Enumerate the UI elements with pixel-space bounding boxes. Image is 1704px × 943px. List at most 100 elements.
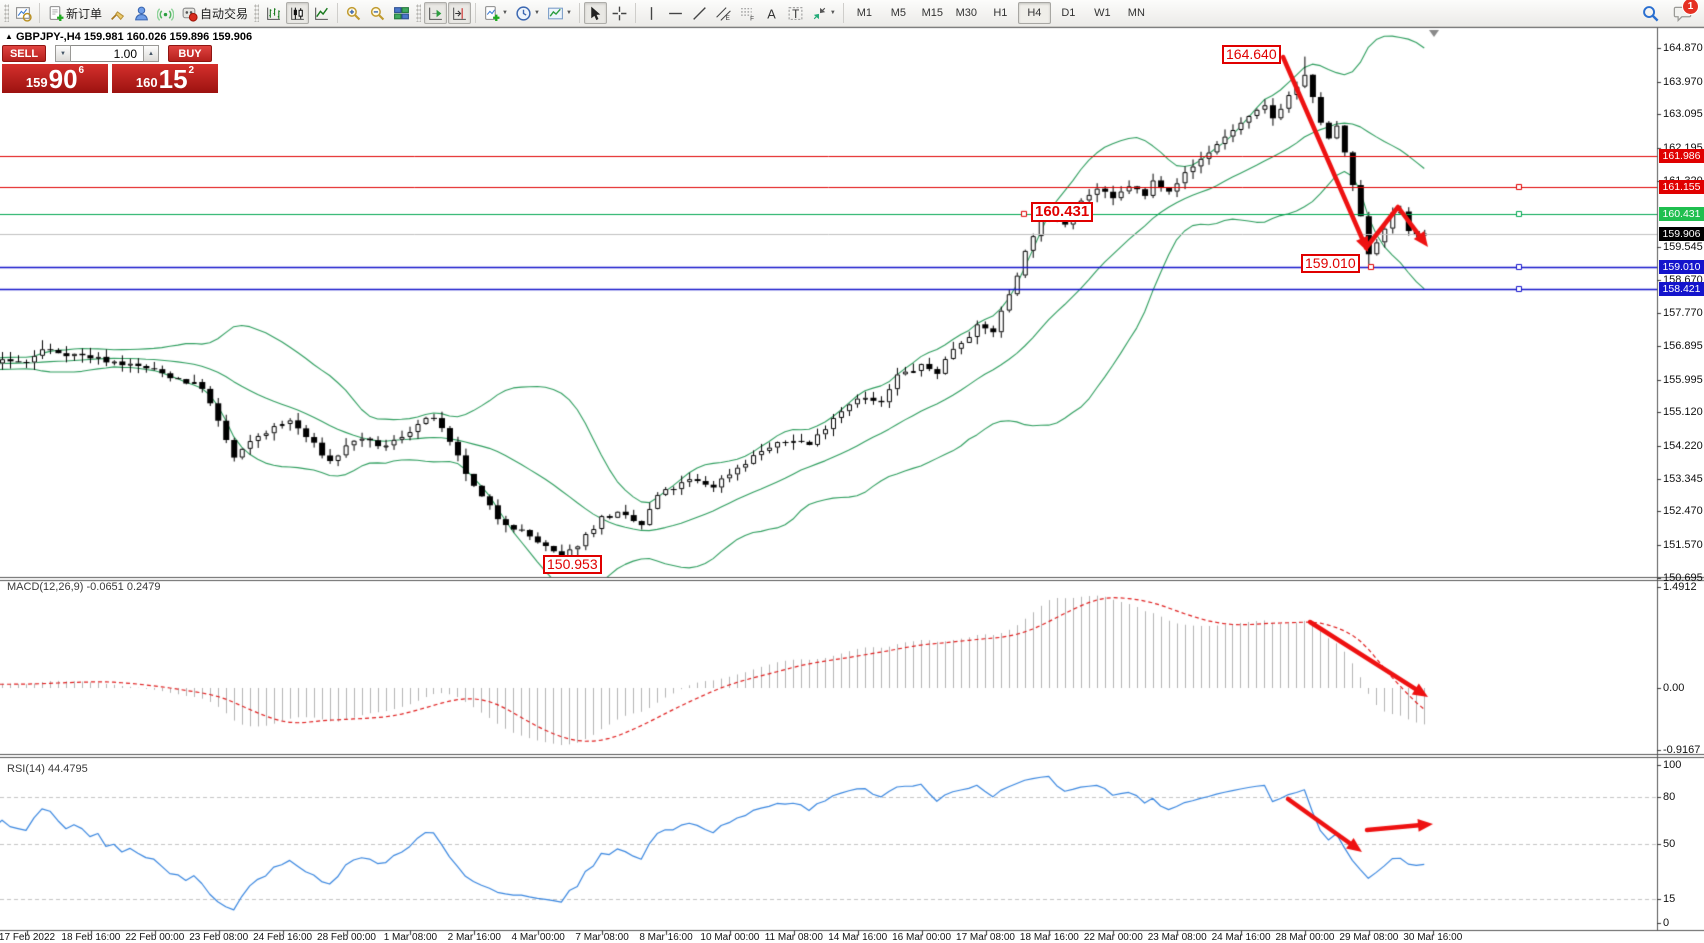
time-label: 16 Mar 00:00 [892, 932, 952, 943]
buy-button[interactable]: BUY [168, 45, 212, 62]
line-chart-icon [313, 5, 330, 22]
toolbar-separator [337, 3, 339, 23]
indicators-button[interactable]: ▼ [480, 2, 511, 24]
timeframe-w1-button[interactable]: W1 [1094, 7, 1111, 19]
price-badge: 161.986 [1659, 148, 1704, 163]
toolbar-grip[interactable] [254, 4, 260, 22]
collapse-triangle-icon[interactable]: ▲ [5, 32, 13, 41]
time-label: 14 Mar 16:00 [828, 932, 888, 943]
periods-button[interactable]: ▼ [512, 2, 543, 24]
sell-price-display[interactable]: 159 90 6 [2, 64, 108, 93]
timeframe-h4-button[interactable]: H4 [1017, 2, 1051, 24]
price-tick: 155.120 [1663, 406, 1703, 419]
timeframe-h1-button[interactable]: H1 [993, 7, 1008, 19]
svg-text:A: A [767, 6, 776, 21]
notifications-button[interactable]: 1 [1669, 0, 1699, 24]
time-label: 2 Mar 16:00 [447, 932, 501, 943]
buy-price-display[interactable]: 160 15 2 [112, 64, 218, 93]
time-label: 30 Mar 16:00 [1403, 932, 1463, 943]
rsi-tick: 15 [1663, 893, 1676, 906]
macd-indicator-label: MACD(12,26,9) -0.0651 0.2479 [7, 581, 161, 593]
vertical-line-button[interactable] [640, 2, 663, 24]
main-toolbar: 新订单 自动交易 [0, 0, 1704, 27]
candlestick-button[interactable] [286, 2, 310, 24]
time-label: 29 Mar 08:00 [1339, 932, 1399, 943]
svg-text:F: F [750, 15, 754, 22]
accounts-button[interactable] [130, 2, 153, 24]
autotrade-icon [181, 5, 198, 22]
time-label: 1 Mar 08:00 [383, 932, 438, 943]
new-chart-button[interactable] [12, 2, 35, 24]
time-label: 18 Feb 16:00 [61, 932, 121, 943]
time-label: 8 Mar 16:00 [639, 932, 693, 943]
macd-name: MACD(12,26,9) [7, 581, 84, 593]
toolbar-grip[interactable] [416, 4, 422, 22]
fibonacci-icon: F [739, 5, 756, 22]
person-icon [133, 5, 150, 22]
annotation-low-label[interactable]: 150.953 [543, 555, 602, 574]
timeframe-m15-button[interactable]: M15 [921, 7, 944, 19]
new-chart-icon [15, 5, 32, 22]
cursor-button[interactable] [583, 2, 607, 24]
toolbar-grip[interactable] [4, 4, 9, 22]
equidistant-channel-icon: E [715, 5, 732, 22]
crosshair-button[interactable] [608, 2, 631, 24]
zoom-out-button[interactable] [366, 2, 389, 24]
price-tick: 159.545 [1663, 240, 1703, 253]
timeframe-mn-button[interactable]: MN [1127, 7, 1145, 19]
macd-tick: 1.4912 [1663, 581, 1697, 594]
timeframe-d1-button[interactable]: D1 [1061, 7, 1076, 19]
annotation-bounce-label[interactable]: 160.431 [1031, 202, 1094, 222]
timeframe-m30-button[interactable]: M30 [955, 7, 978, 19]
sell-price-big: 90 [48, 64, 78, 94]
macd-tick: 0.00 [1663, 682, 1685, 694]
trendline-button[interactable] [688, 2, 711, 24]
horizontal-line-button[interactable] [664, 2, 687, 24]
price-tick: 152.470 [1663, 505, 1703, 518]
time-label: 24 Mar 16:00 [1211, 932, 1271, 943]
rsi-tick: 100 [1663, 759, 1682, 771]
cleanup-button[interactable] [106, 2, 129, 24]
bar-chart-icon [265, 5, 282, 22]
tile-windows-button[interactable] [390, 2, 413, 24]
annotation-support-label[interactable]: 159.010 [1301, 254, 1360, 273]
timeframe-m1-button[interactable]: M1 [856, 7, 872, 19]
signals-button[interactable] [154, 2, 177, 24]
svg-text:T: T [792, 7, 799, 20]
search-button[interactable] [1638, 2, 1663, 24]
price-badge: 158.421 [1659, 281, 1704, 296]
time-label: 17 Feb 2022 [0, 932, 56, 943]
sell-button[interactable]: SELL [2, 45, 46, 62]
svg-text:E: E [726, 14, 730, 21]
zoom-in-button[interactable] [342, 2, 365, 24]
price-tick: 163.095 [1663, 108, 1703, 121]
crosshair-icon [611, 5, 628, 22]
text-label-button[interactable]: T [784, 2, 807, 24]
equidistant-channel-button[interactable]: E [712, 2, 735, 24]
new-order-button[interactable]: 新订单 [44, 2, 105, 24]
volume-input[interactable]: 1.00 [71, 45, 143, 62]
fibonacci-button[interactable]: F [736, 2, 759, 24]
volume-decrease-button[interactable]: ▼ [55, 45, 71, 62]
autoscroll-button[interactable] [424, 2, 448, 24]
templates-button[interactable]: ▼ [544, 2, 575, 24]
arrows-button[interactable]: ▼ [808, 2, 839, 24]
line-chart-button[interactable] [310, 2, 333, 24]
text-button[interactable]: A [760, 2, 783, 24]
price-tick: 155.995 [1663, 373, 1703, 386]
chart-shift-button[interactable] [448, 2, 472, 24]
text-a-icon: A [763, 5, 780, 22]
new-order-icon [47, 5, 64, 22]
price-tick: 163.970 [1663, 75, 1703, 88]
time-label: 22 Feb 00:00 [125, 932, 185, 943]
rsi-tick: 50 [1663, 838, 1676, 850]
bar-chart-button[interactable] [262, 2, 285, 24]
tile-windows-icon [393, 5, 410, 22]
toolbar-separator [39, 3, 40, 23]
annotation-high-label[interactable]: 164.640 [1222, 45, 1281, 64]
volume-increase-button[interactable]: ▲ [143, 45, 159, 62]
timeframe-m5-button[interactable]: M5 [890, 7, 906, 19]
autotrade-button[interactable]: 自动交易 [178, 2, 251, 24]
time-label: 18 Mar 16:00 [1019, 932, 1079, 943]
